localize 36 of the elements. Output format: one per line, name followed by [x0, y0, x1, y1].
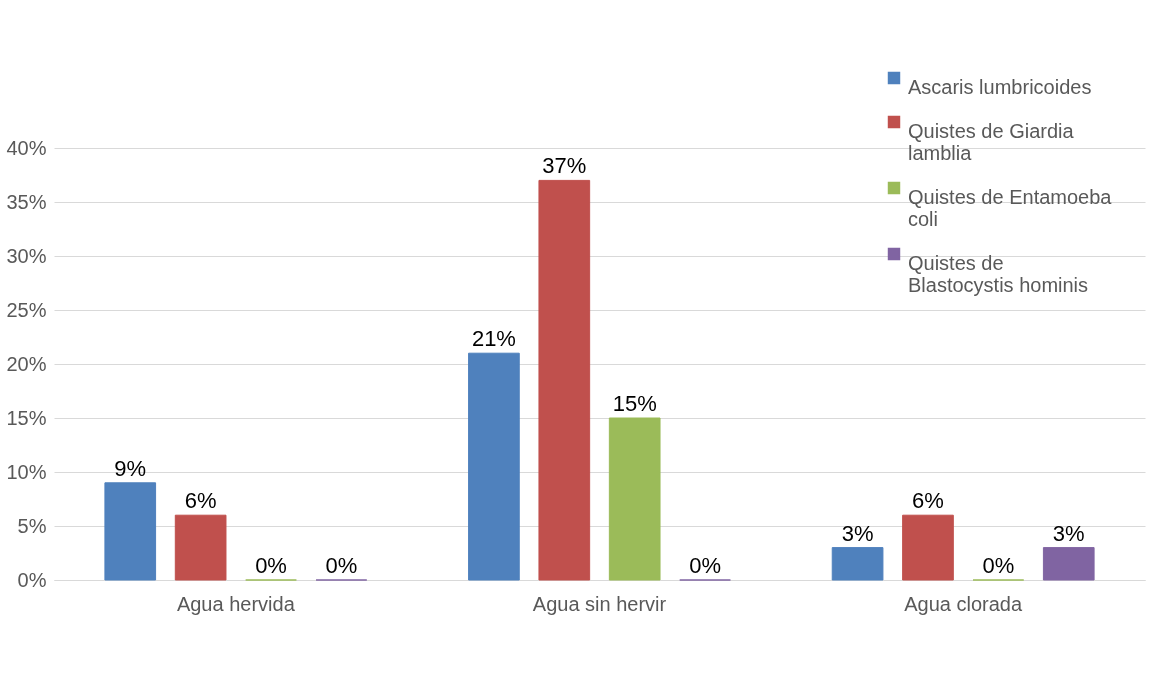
data-label: 37%	[542, 153, 587, 179]
data-label: 0%	[982, 553, 1015, 578]
data-label: 15%	[612, 391, 657, 416]
x-tick-label: Agua clorada	[904, 592, 1023, 615]
bar	[608, 417, 661, 581]
legend-label: Ascaris lumbricoides	[908, 76, 1092, 98]
data-label: 0%	[689, 553, 721, 578]
y-tick-label: 5%	[17, 514, 47, 537]
data-label: 21%	[471, 326, 516, 352]
y-tick-label: 40%	[6, 136, 47, 159]
legend-label: Quistes de Blastocystis hominis	[908, 252, 1089, 296]
data-label: 3%	[1052, 520, 1085, 546]
bar	[1042, 547, 1095, 581]
y-tick-label: 10%	[6, 460, 47, 483]
data-label: 6%	[912, 488, 944, 514]
bar	[902, 514, 954, 581]
y-tick-label: 20%	[6, 352, 47, 375]
bar	[468, 352, 520, 581]
bar	[174, 514, 227, 581]
bar	[538, 179, 591, 581]
y-tick-label: 0%	[17, 568, 47, 591]
y-tick-label: 15%	[6, 406, 47, 429]
legend-label: Quistes de Giardia lamblia	[908, 120, 1075, 164]
y-tick-label: 30%	[6, 244, 47, 267]
y-tick-label: 25%	[6, 298, 47, 321]
x-tick-label: Agua sin hervir	[532, 592, 667, 615]
bar	[831, 547, 884, 581]
bar	[104, 482, 157, 581]
data-label: 3%	[841, 520, 874, 546]
data-label: 0%	[255, 553, 287, 578]
data-label: 9%	[114, 455, 147, 481]
data-label: 6%	[184, 488, 217, 514]
y-tick-label: 35%	[6, 190, 47, 213]
data-label: 0%	[325, 553, 358, 578]
x-tick-label: Agua hervida	[176, 592, 296, 615]
legend-label: Quistes de Entamoeba coli	[908, 186, 1113, 230]
